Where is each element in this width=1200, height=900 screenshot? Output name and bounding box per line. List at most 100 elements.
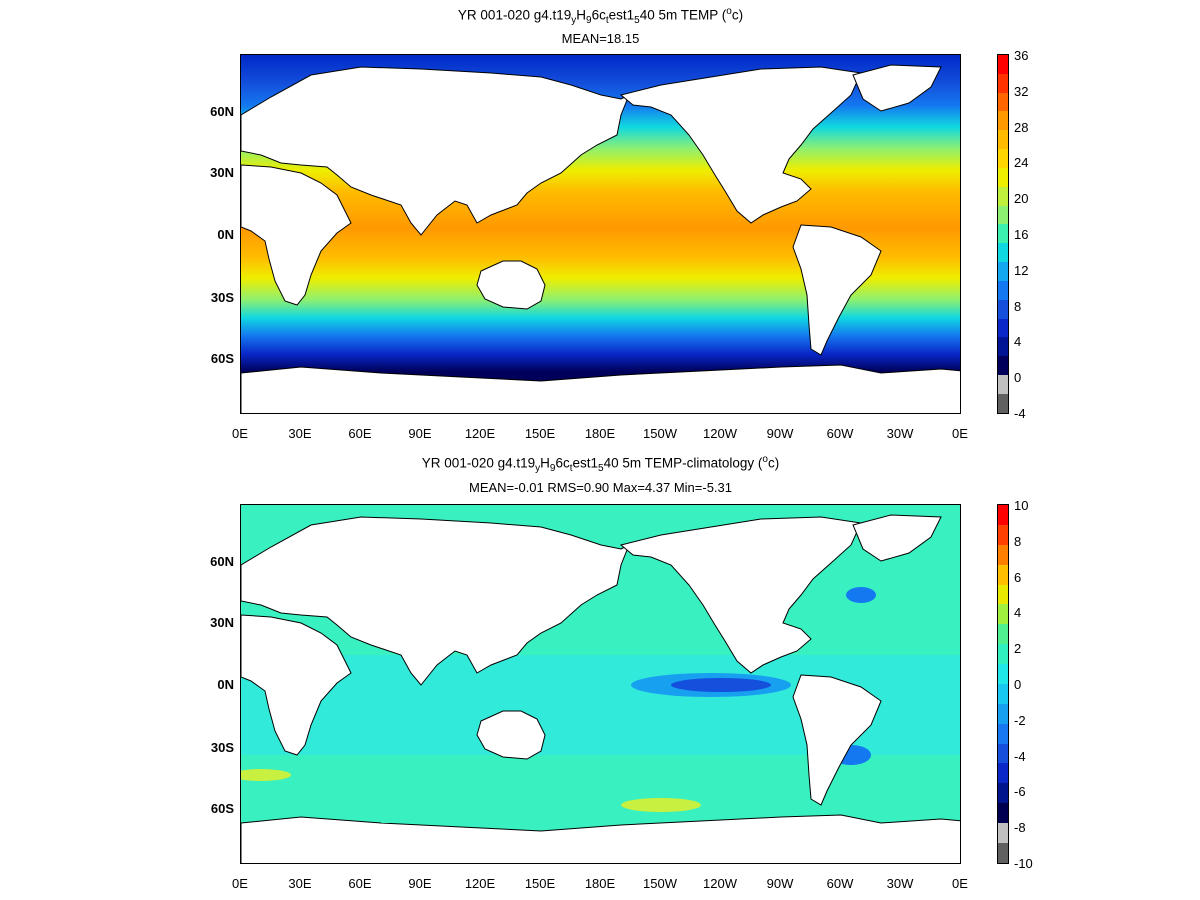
panel2-map (240, 504, 961, 864)
panel2-colorbar-label: -10 (1014, 856, 1033, 871)
panel2-lon-label: 30W (886, 876, 914, 891)
colorbar-segment (998, 564, 1008, 585)
colorbar-segment (998, 299, 1008, 319)
colorbar-segment (998, 205, 1008, 225)
colorbar-segment (998, 763, 1008, 784)
panel2-lon-label: 0E (952, 876, 968, 891)
panel2-colorbar-label: -2 (1014, 712, 1026, 728)
panel2-lat-label: 60N (210, 554, 234, 569)
colorbar-segment (998, 318, 1008, 338)
panel2-colorbar-label: 0 (1014, 677, 1022, 692)
panel1-lat-label: 60N (210, 104, 234, 119)
panel1-lon-label: 120W (703, 426, 737, 441)
panel2-colorbar-label: -6 (1014, 784, 1026, 800)
panel2-title: YR 001-020 g4.t19yH96ctest1540 5m TEMP-c… (421, 454, 780, 475)
colorbar-segment (998, 393, 1008, 413)
panel2-colorbar-label: 6 (1014, 569, 1022, 585)
colorbar-segment (998, 544, 1008, 565)
panel1-lon-label: 90E (408, 426, 432, 441)
panel2-lon-label: 90E (408, 876, 432, 891)
colorbar-segment (998, 224, 1008, 244)
panel2-colorbar-label: 8 (1014, 533, 1022, 549)
panel1-colorbar-label: 16 (1014, 227, 1029, 242)
panel2-lon-label: 60W (826, 876, 854, 891)
panel1-colorbar-label: 36 (1014, 48, 1029, 63)
panel1-lat-label: 30S (210, 290, 234, 305)
panel2-lat-label: 60S (210, 801, 234, 816)
colorbar-segment (998, 92, 1008, 112)
panel1-subtitle: MEAN=18.15 (561, 31, 640, 46)
panel2-lat-label: 30N (210, 615, 234, 630)
panel1-colorbar-label: 12 (1014, 262, 1029, 278)
panel1-colorbar-label: 28 (1014, 119, 1029, 135)
colorbar-segment (998, 505, 1008, 525)
panel1-colorbar-label: 8 (1014, 298, 1022, 314)
panel2-colorbar-label: 2 (1014, 641, 1022, 657)
panel2-lon-label: 150E (524, 876, 556, 891)
colorbar-segment (998, 604, 1008, 625)
panel1-lon-label: 180E (584, 426, 616, 441)
panel2-lon-label: 180E (584, 876, 616, 891)
colorbar-segment (998, 243, 1008, 263)
panel2-subtitle: MEAN=-0.01 RMS=0.90 Max=4.37 Min=-5.31 (468, 480, 733, 495)
panel2-lat-label: 0N (217, 677, 234, 692)
colorbar-segment (998, 375, 1008, 394)
panel1-lon-label: 0E (952, 426, 968, 441)
panel2-lat-label: 30S (210, 740, 234, 755)
panel1-colorbar-label: 0 (1014, 370, 1022, 386)
colorbar-segment (998, 803, 1008, 823)
colorbar-segment (998, 280, 1008, 300)
colorbar-segment (998, 783, 1008, 804)
colorbar-segment (998, 743, 1008, 764)
colorbar-segment (998, 55, 1008, 74)
colorbar-segment (998, 262, 1008, 281)
panel1-lon-label: 0E (232, 426, 248, 441)
panel1-lon-label: 30W (886, 426, 914, 441)
panel2-lon-label: 30E (288, 876, 312, 891)
colorbar-segment (998, 584, 1008, 605)
panel2-colorbar-label: -8 (1014, 820, 1026, 836)
colorbar-segment (998, 337, 1008, 357)
panel1-colorbar-label: -4 (1014, 406, 1026, 421)
panel1-lon-label: 90W (766, 426, 794, 441)
panel1-lon-label: 150E (524, 426, 556, 441)
colorbar-segment (998, 723, 1008, 744)
panel1-lon-label: 30E (288, 426, 312, 441)
panel2-lon-label: 120W (703, 876, 737, 891)
colorbar-segment (998, 167, 1008, 187)
panel1-lon-label: 120E (464, 426, 496, 441)
colorbar-segment (998, 130, 1008, 150)
panel2-colorbar-label: 4 (1014, 605, 1022, 621)
panel2-colorbar-label: 10 (1014, 498, 1029, 513)
panel1-colorbar-label: 32 (1014, 83, 1029, 99)
colorbar-segment (998, 111, 1008, 131)
colorbar-segment (998, 524, 1008, 545)
panel2-lon-label: 0E (232, 876, 248, 891)
panel2-colorbar-label: -4 (1014, 748, 1026, 764)
panel1-colorbar-label: 20 (1014, 191, 1029, 207)
colorbar-segment (998, 186, 1008, 206)
colorbar-segment (998, 842, 1008, 863)
panel1-title: YR 001-020 g4.t19yH96ctest1540 5m TEMP (… (457, 6, 744, 27)
colorbar-segment (998, 703, 1008, 724)
panel1-lon-label: 60W (826, 426, 854, 441)
panel1-colorbar-label: 4 (1014, 334, 1022, 350)
colorbar-segment (998, 664, 1008, 684)
colorbar-segment (998, 683, 1008, 704)
panel2-lon-label: 90W (766, 876, 794, 891)
panel2-colorbar (997, 504, 1009, 864)
colorbar-segment (998, 149, 1008, 168)
panel1-colorbar (997, 54, 1009, 414)
colorbar-segment (998, 73, 1008, 93)
panel2-lon-label: 60E (348, 876, 372, 891)
panel1-lat-label: 30N (210, 165, 234, 180)
panel1-lon-label: 60E (348, 426, 372, 441)
panel1-lon-label: 150W (643, 426, 677, 441)
panel1-map (240, 54, 961, 414)
colorbar-segment (998, 823, 1008, 843)
panel1-lat-label: 0N (217, 227, 234, 242)
colorbar-segment (998, 644, 1008, 664)
panel2-lon-label: 120E (464, 876, 496, 891)
panel1-colorbar-label: 24 (1014, 155, 1029, 171)
panel1-lat-label: 60S (210, 351, 234, 366)
